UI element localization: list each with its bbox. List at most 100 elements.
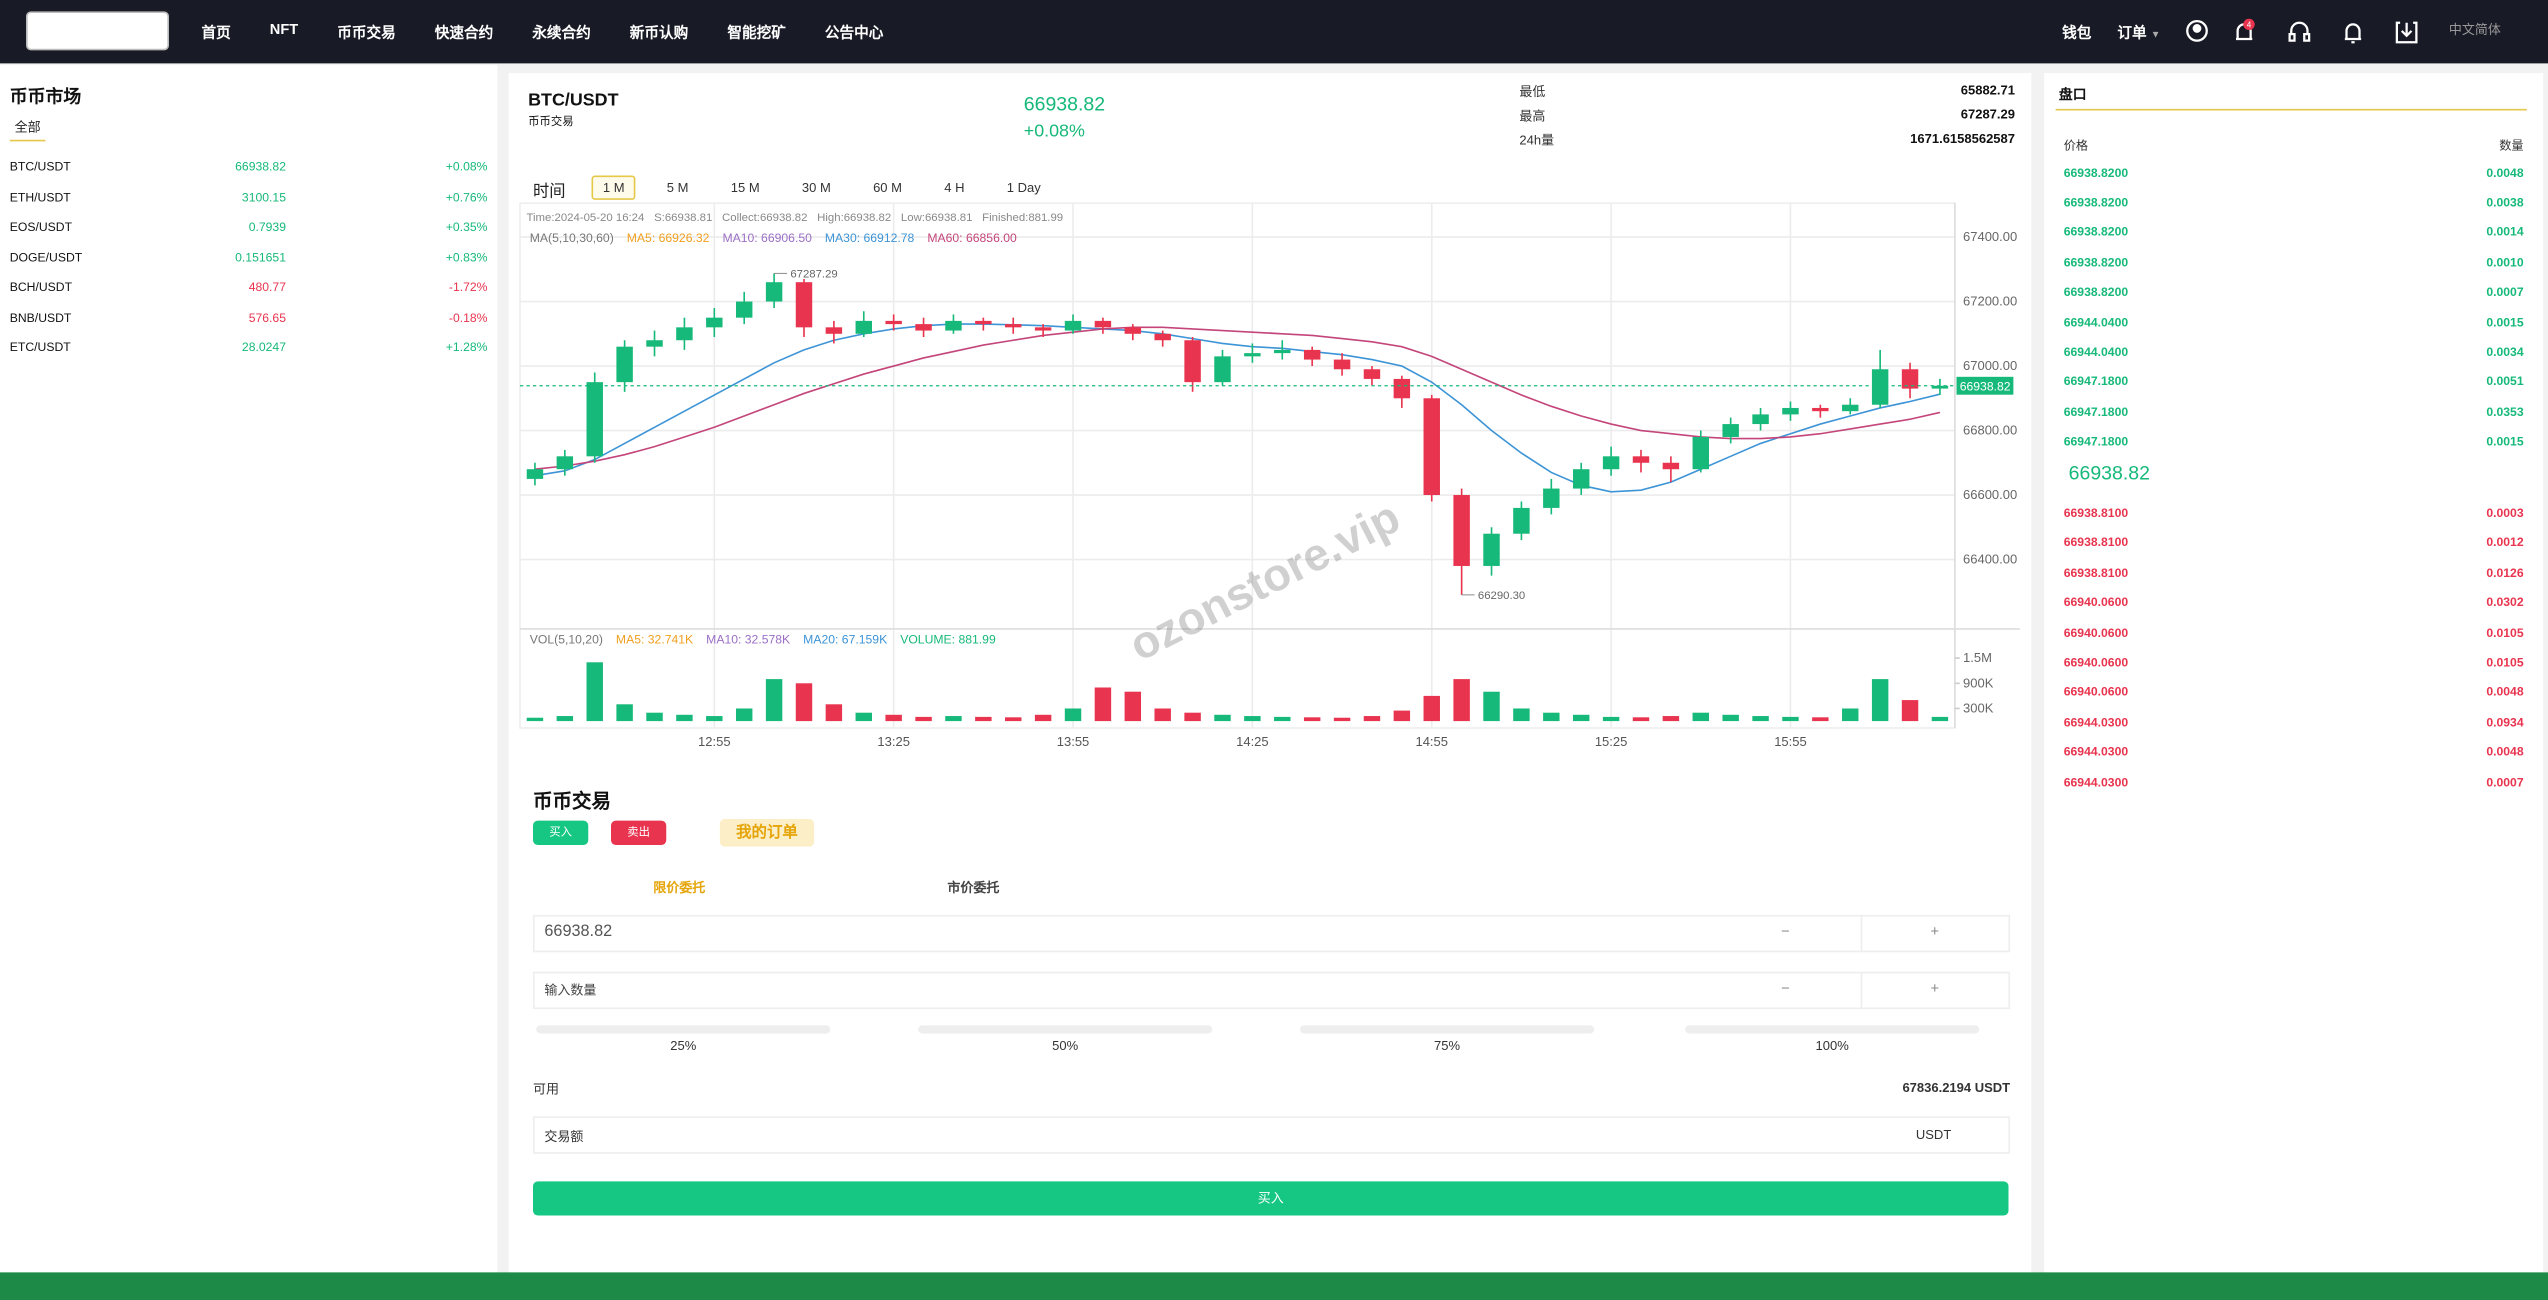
candle-body xyxy=(1154,333,1171,341)
market-row[interactable]: BCH/USDT 480.77 -1.72% xyxy=(0,278,497,298)
bid-row[interactable]: 66944.0300 0.0007 xyxy=(2044,773,2543,793)
available-value: 67836.2194 USDT xyxy=(1902,1080,2011,1096)
ask-row[interactable]: 66938.8200 0.0048 xyxy=(2044,163,2543,183)
percent-track[interactable] xyxy=(1300,1025,1595,1034)
pair: EOS/USDT xyxy=(9,219,73,234)
ask-row[interactable]: 66938.8200 0.0014 xyxy=(2044,223,2543,243)
market-row[interactable]: ETH/USDT 3100.15 +0.76% xyxy=(0,188,497,208)
quantity-input[interactable]: 输入数量 − + xyxy=(533,971,2011,1010)
price: 66938.82 xyxy=(235,159,286,174)
nav-link[interactable]: NFT xyxy=(269,21,299,38)
market-row[interactable]: ETC/USDT 28.0247 +1.28% xyxy=(0,338,497,358)
volume-bar xyxy=(915,716,932,722)
candle-body xyxy=(1871,369,1889,405)
percent-track[interactable] xyxy=(918,1025,1213,1034)
bid-row[interactable]: 66940.0600 0.0105 xyxy=(2044,653,2543,673)
volume-bar xyxy=(1453,679,1470,722)
plot-frame xyxy=(519,202,1956,729)
price-minus[interactable]: − xyxy=(1781,923,1790,940)
quantity-plus[interactable]: + xyxy=(1930,979,1940,997)
candle-body xyxy=(586,382,603,457)
market-row[interactable]: EOS/USDT 0.7939 +0.35% xyxy=(0,218,497,238)
logo[interactable] xyxy=(26,11,169,51)
ask-row[interactable]: 66947.1800 0.0051 xyxy=(2044,373,2543,393)
ma-legend: MA(5,10,30,60) MA5: 66926.32 MA10: 66906.5… xyxy=(530,231,1017,246)
interval-button[interactable]: 60 M xyxy=(873,180,903,195)
amount-field[interactable]: 交易额 USDT xyxy=(533,1116,2011,1154)
market-row[interactable]: BNB/USDT 576.65 -0.18% xyxy=(0,308,497,328)
nav-link[interactable]: 公告中心 xyxy=(824,24,884,41)
interval-button[interactable]: 4 H xyxy=(944,180,965,195)
vol-tick-label: 1.5M xyxy=(1963,650,1992,665)
ask-row[interactable]: 66938.8200 0.0010 xyxy=(2044,253,2543,273)
market-title: 币币市场 xyxy=(9,87,82,108)
vol-legend-item: MA20: 67.159K xyxy=(803,632,888,647)
support-icon[interactable] xyxy=(2288,21,2311,42)
vol-legend-item: MA5: 32.741K xyxy=(615,632,694,647)
stat-value: 67287.29 xyxy=(1960,107,2015,122)
quantity: 0.0007 xyxy=(2486,774,2524,790)
user-icon[interactable] xyxy=(2186,19,2208,42)
download-icon[interactable] xyxy=(2395,21,2418,44)
interval-button[interactable]: 15 M xyxy=(730,180,760,195)
candle-body xyxy=(1244,353,1261,357)
volume-bar xyxy=(1931,716,1949,722)
volume-bar xyxy=(1214,714,1231,722)
ask-row[interactable]: 66938.8200 0.0007 xyxy=(2044,283,2543,303)
price: 0.151651 xyxy=(235,249,286,265)
price-input[interactable]: 66938.82 − + xyxy=(533,914,2011,953)
ask-row[interactable]: 66947.1800 0.0015 xyxy=(2044,432,2543,452)
limit-tab[interactable]: 限价委托 xyxy=(653,880,706,896)
change: +0.35% xyxy=(445,219,488,234)
interval-button[interactable]: 1 Day xyxy=(1006,180,1041,195)
my-orders-button[interactable]: 我的订单 xyxy=(719,819,815,847)
buy-tab[interactable]: 买入 xyxy=(533,820,589,845)
price: 66938.8100 xyxy=(2063,565,2129,580)
ask-row[interactable]: 66944.0400 0.0015 xyxy=(2044,313,2543,333)
nav-link[interactable]: 首页 xyxy=(201,24,231,41)
bid-row[interactable]: 66940.0600 0.0048 xyxy=(2044,683,2543,703)
nav-link[interactable]: 新币认购 xyxy=(629,24,689,41)
nav-link[interactable]: 永续合约 xyxy=(532,24,591,41)
interval-button[interactable]: 5 M xyxy=(666,180,689,195)
candle-body xyxy=(1752,414,1769,425)
stat-label: 24h量 xyxy=(1519,133,1555,148)
market-tab-order[interactable]: 市价委托 xyxy=(947,880,1000,896)
wallet-link[interactable]: 钱包 xyxy=(2062,24,2092,41)
market-tab[interactable]: 全部 xyxy=(9,119,46,142)
bell-icon[interactable] xyxy=(2344,23,2362,44)
info-item: High:66938.82 xyxy=(817,212,892,225)
bid-row[interactable]: 66944.0300 0.0934 xyxy=(2044,713,2543,733)
ask-row[interactable]: 66947.1800 0.0353 xyxy=(2044,402,2543,422)
bid-row[interactable]: 66938.8100 0.0126 xyxy=(2044,564,2543,584)
nav-link[interactable]: 币币交易 xyxy=(337,24,396,41)
submit-buy[interactable]: 买入 xyxy=(533,1181,2009,1216)
quantity-minus[interactable]: − xyxy=(1781,979,1790,997)
bid-row[interactable]: 66940.0600 0.0302 xyxy=(2044,593,2543,613)
nav-link[interactable]: 快速合约 xyxy=(434,24,494,41)
orders-link[interactable]: 订单 ▼ xyxy=(2117,21,2160,42)
bid-row[interactable]: 66944.0300 0.0048 xyxy=(2044,743,2543,763)
volume-bar xyxy=(1005,717,1022,722)
vol-legend-item: MA10: 32.578K xyxy=(706,632,791,647)
volume-bar xyxy=(795,683,813,722)
percent-track[interactable] xyxy=(1685,1025,1980,1034)
interval-button[interactable]: 1 M xyxy=(591,175,636,200)
market-row[interactable]: DOGE/USDT 0.151651 +0.83% xyxy=(0,248,497,268)
price: 480.77 xyxy=(248,279,286,295)
interval-button[interactable]: 30 M xyxy=(801,180,831,195)
price-plus[interactable]: + xyxy=(1930,923,1940,940)
bid-row[interactable]: 66938.8100 0.0012 xyxy=(2044,534,2543,554)
header-icons: 4 xyxy=(2186,18,2418,44)
nav-link[interactable]: 智能挖矿 xyxy=(727,24,786,41)
ask-row[interactable]: 66944.0400 0.0034 xyxy=(2044,343,2543,363)
sell-tab[interactable]: 卖出 xyxy=(611,820,667,845)
percent-track[interactable] xyxy=(536,1025,831,1034)
volume-bar xyxy=(586,662,603,722)
market-row[interactable]: BTC/USDT 66938.82 +0.08% xyxy=(0,158,497,178)
percent-label: 25% xyxy=(670,1038,697,1053)
bid-row[interactable]: 66938.8100 0.0003 xyxy=(2044,504,2543,524)
language[interactable]: 中文简体 xyxy=(2448,22,2501,38)
bid-row[interactable]: 66940.0600 0.0105 xyxy=(2044,623,2543,643)
ask-row[interactable]: 66938.8200 0.0038 xyxy=(2044,193,2543,213)
